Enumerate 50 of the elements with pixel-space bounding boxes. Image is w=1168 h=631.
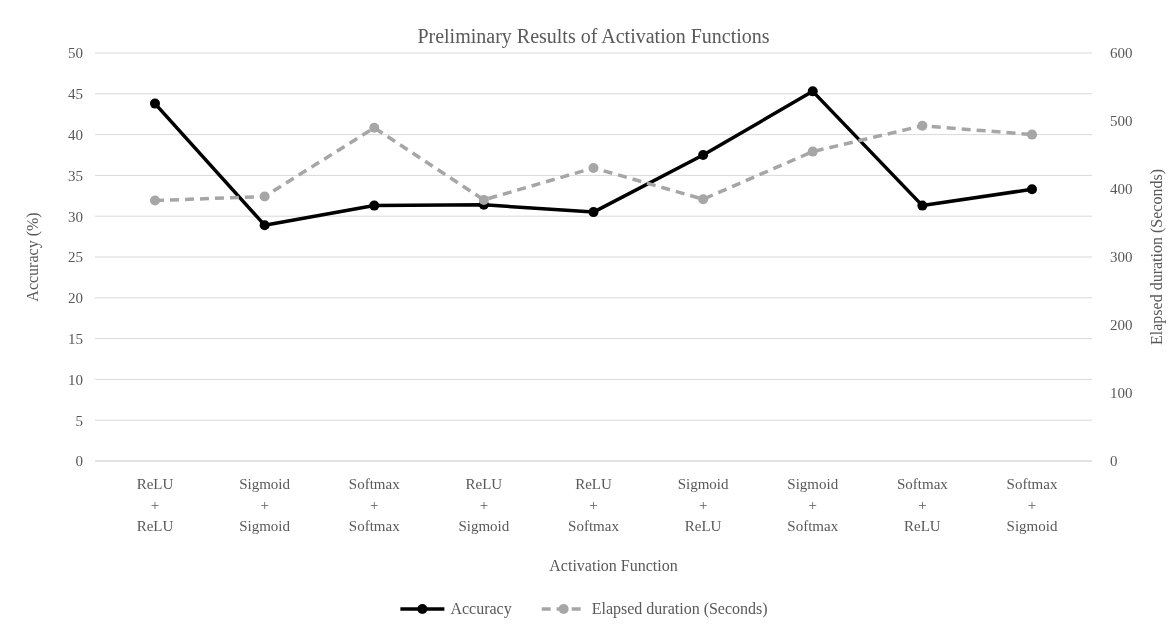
x-tick-label: ReLU + Softmax [568,476,620,534]
x-tick-label: Softmax + ReLU [896,476,949,534]
x-tick-label: Sigmoid + ReLU [677,476,730,534]
y2-tick-label: 200 [1110,317,1133,334]
y-tick-label: 10 [68,371,83,388]
y-tick-label: 40 [68,126,83,143]
point [150,195,160,206]
point [369,122,380,133]
x-tick-label: Softmax + Sigmoid [1006,476,1058,534]
chart-title: Preliminary Results of Activation Functions [417,25,770,48]
point [807,86,818,97]
point [1027,184,1037,195]
y-tick-label: 5 [75,412,83,429]
x-tick-label: Sigmoid + Softmax [787,476,839,534]
y2-tick-label: 600 [1110,45,1133,62]
y2-tick-label: 400 [1110,181,1133,198]
point [917,120,928,131]
y-tick-label: 15 [68,330,83,347]
y-tick-label: 0 [75,453,83,470]
y-tick-label: 30 [68,208,83,225]
y2-tick-label: 500 [1110,113,1133,130]
point [698,150,709,160]
y-tick-label: 20 [68,290,83,307]
y2-tick-label: 300 [1110,249,1133,266]
y-tick-label: 35 [68,167,83,184]
x-tick-label: Sigmoid + Sigmoid [239,476,291,534]
point [588,207,599,218]
x-tick-label: ReLU + ReLU [136,476,174,534]
point [698,194,709,205]
y-tick-label: 50 [68,45,83,62]
point [1027,129,1037,140]
x-tick-label: ReLU + Sigmoid [458,476,510,534]
y-axis-title: Accuracy (%) [24,212,42,302]
point [478,194,489,205]
point [259,191,270,202]
y2-tick-label: 100 [1110,385,1133,402]
legend-label: Accuracy [450,600,512,618]
y2-axis-title: Elapsed duration (Seconds) [1148,169,1166,345]
point [259,220,270,231]
y-tick-label: 45 [68,86,83,103]
point [588,162,599,173]
legend-label: Elapsed duration (Seconds) [591,600,768,618]
point [150,98,160,109]
x-axis-title: Activation Function [549,557,678,574]
x-tick-label: Softmax + Softmax [348,476,401,534]
y2-tick-label: 0 [1110,453,1118,470]
point [807,146,818,157]
point [917,200,928,211]
point [369,200,380,211]
y-tick-label: 25 [68,249,83,266]
